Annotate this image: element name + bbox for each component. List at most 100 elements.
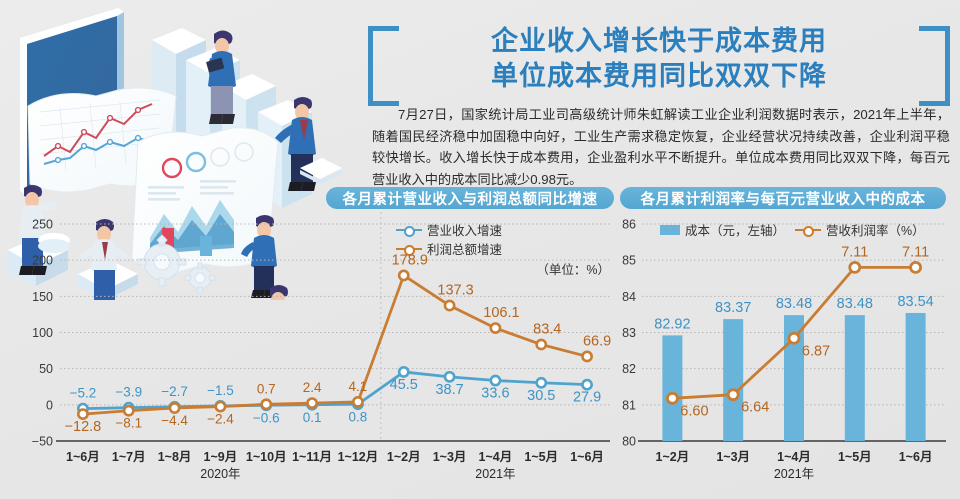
data-point [489, 374, 502, 387]
data-label: −0.6 [253, 410, 280, 425]
data-point [666, 391, 679, 405]
data-point [397, 366, 410, 378]
legend-label-margin: 营收利润率（%） [826, 224, 925, 238]
legend-label-cost: 成本（元，左轴） [685, 224, 786, 238]
bar [844, 315, 865, 441]
data-label: −1.5 [207, 383, 234, 398]
data-point [122, 404, 135, 417]
x-axis-tick-label: 1~4月 [479, 450, 513, 464]
x-axis-year-label: 2021年 [774, 467, 814, 481]
bar [723, 319, 744, 441]
x-axis-tick-label: 1~3月 [716, 450, 750, 464]
bar-value-label: 83.48 [837, 296, 873, 312]
x-axis-year-label: 2020年 [200, 467, 240, 481]
data-label: 178.9 [392, 252, 428, 268]
x-axis-tick-label: 1~6月 [66, 450, 100, 464]
bracket-left-icon [368, 26, 399, 106]
bar [662, 335, 683, 441]
data-label: 0.7 [257, 381, 276, 396]
x-axis-tick-label: 1~10月 [246, 450, 287, 464]
bar-value-label: 83.54 [897, 294, 933, 310]
gear-icon [137, 234, 216, 294]
y-axis-tick-label: 0 [46, 398, 53, 412]
bar-value-label: 82.92 [654, 316, 690, 332]
data-point [535, 338, 548, 351]
line-dot-marker-icon [396, 224, 422, 237]
data-label: 66.9 [583, 333, 611, 349]
data-point [581, 350, 593, 363]
legend-label-revenue: 营业收入增速 [427, 224, 503, 238]
bar [784, 315, 804, 441]
left-chart-title: 各月累计营业收入与利润总额同比增速 [326, 187, 614, 209]
data-label: 4.1 [349, 379, 368, 394]
data-label: 7.11 [902, 244, 929, 260]
data-point [352, 395, 364, 408]
legend-unit-label: （单位：%） [536, 263, 610, 277]
data-label: −4.4 [161, 413, 188, 428]
data-label: −3.9 [115, 385, 142, 400]
data-point [787, 331, 801, 345]
data-point [443, 299, 456, 312]
legend-item-profit: 利润总额增速 [396, 239, 502, 258]
data-point [489, 322, 502, 334]
line-dot-marker-icon [396, 243, 422, 256]
data-label: 6.60 [680, 403, 708, 419]
data-label: 106.1 [483, 305, 519, 321]
bar [905, 312, 926, 441]
square-marker-icon [660, 224, 680, 235]
y-axis-tick-label: −50 [32, 435, 53, 449]
legend-label-profit: 利润总额增速 [427, 243, 503, 257]
y-axis-tick-label: 83 [622, 326, 636, 340]
data-label: 27.9 [573, 390, 601, 406]
x-axis-tick-label: 1~7月 [112, 450, 146, 464]
x-axis-tick-label: 1~5月 [524, 450, 558, 464]
x-axis-tick-label: 1~8月 [158, 450, 192, 464]
headline-line-1: 企业收入增长快于成本费用 [491, 26, 827, 56]
data-label: 33.6 [481, 386, 509, 402]
y-axis-tick-label: 100 [32, 326, 53, 340]
data-label: 6.64 [741, 400, 769, 416]
person-man-at-board [19, 185, 58, 275]
y-axis-tick-label: 250 [32, 218, 53, 232]
headline-line-2: 单位成本费用同比双双下降 [491, 61, 827, 91]
data-label: 30.5 [527, 388, 555, 404]
data-point [168, 402, 181, 414]
data-label: −2.4 [207, 412, 234, 427]
data-point [443, 370, 456, 383]
x-axis-tick-label: 1~6月 [899, 450, 933, 464]
bar-value-label: 83.37 [715, 300, 751, 316]
data-point [77, 408, 89, 420]
left-chart-legend: 营业收入增速 利润总额增速 （单位：%） [396, 220, 614, 278]
left-line-chart: −50 0 50 100 150 200 250 −5.2 −3.9 −2.7 −1.5 −0.6 0.… [18, 206, 618, 491]
line-dot-marker-icon [795, 224, 822, 237]
legend-item-revenue: 营业收入增速 [396, 220, 502, 239]
y-axis-tick-label: 85 [622, 254, 636, 268]
data-label: 0.8 [349, 409, 368, 424]
data-label: 2.4 [303, 380, 322, 395]
data-label: 137.3 [437, 283, 473, 299]
bracket-right-icon [919, 26, 950, 106]
data-label: 83.4 [533, 322, 561, 338]
article-paragraph: 7月27日，国家统计局工业司高级统计师朱虹解读工业企业利润数据时表示，2021年… [372, 107, 950, 187]
right-chart-legend: 成本（元，左轴） 营收利润率（%） [660, 220, 935, 239]
x-axis-tick-label: 1~2月 [656, 450, 690, 464]
x-axis-tick-label: 1~9月 [204, 450, 238, 464]
legend-item-cost: 成本（元，左轴） [660, 220, 785, 239]
isometric-illustration [0, 0, 390, 308]
data-label: −8.1 [115, 416, 142, 431]
data-label: 45.5 [390, 377, 418, 393]
data-point [726, 388, 740, 402]
y-axis-tick-label: 200 [32, 254, 53, 268]
y-axis-tick-label: 81 [622, 398, 636, 412]
data-point [909, 261, 923, 274]
data-point [535, 376, 548, 389]
y-axis-tick-label: 150 [32, 290, 53, 304]
data-point [397, 269, 410, 282]
data-point [581, 378, 593, 391]
data-point [214, 400, 227, 413]
data-label: 7.11 [841, 244, 868, 260]
x-axis-year-label: 2021年 [475, 467, 515, 481]
plate-illustration [38, 158, 342, 253]
data-point [306, 397, 318, 409]
data-label: 0.1 [303, 410, 322, 425]
